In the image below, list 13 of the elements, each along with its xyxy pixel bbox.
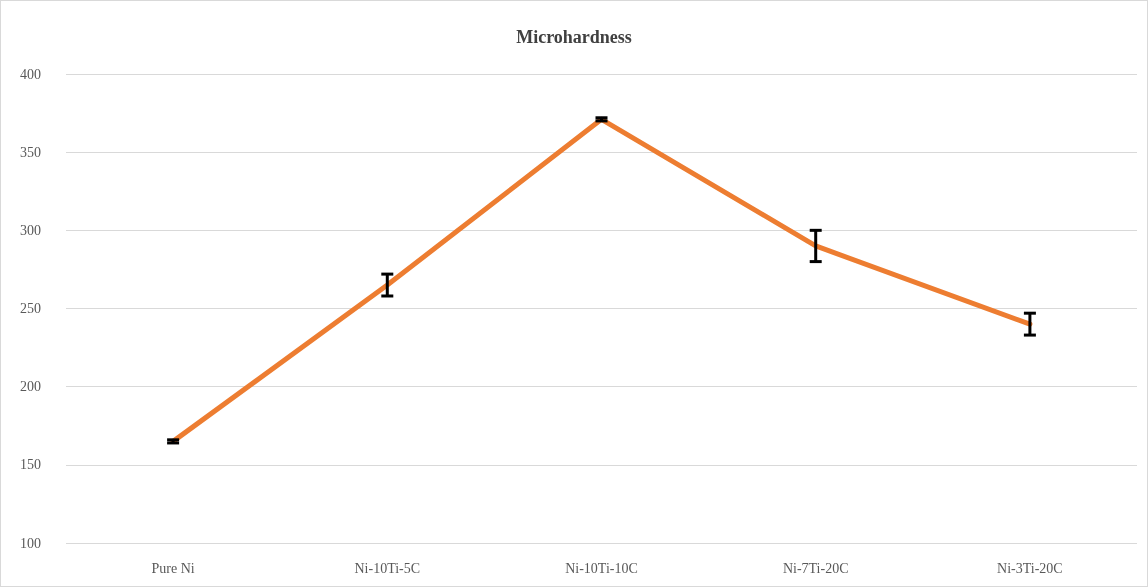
x-tick-label: Ni-10Ti-10C: [565, 560, 638, 576]
y-tick-label: 150: [20, 457, 41, 473]
y-tick-label: 200: [20, 379, 41, 395]
y-tick-label: 250: [20, 301, 41, 316]
y-tick-label: 350: [20, 144, 41, 160]
x-tick-label: Ni-10Ti-5C: [354, 560, 421, 576]
y-tick-label: 400: [20, 66, 41, 82]
chart-title: Microhardness: [516, 27, 632, 47]
y-tick-label: 100: [20, 535, 41, 551]
x-tick-label: Ni-3Ti-20C: [997, 560, 1063, 576]
x-tick-label: Pure Ni: [151, 560, 195, 576]
x-tick-label: Ni-7Ti-20C: [782, 560, 849, 576]
y-tick-label: 300: [20, 222, 41, 238]
